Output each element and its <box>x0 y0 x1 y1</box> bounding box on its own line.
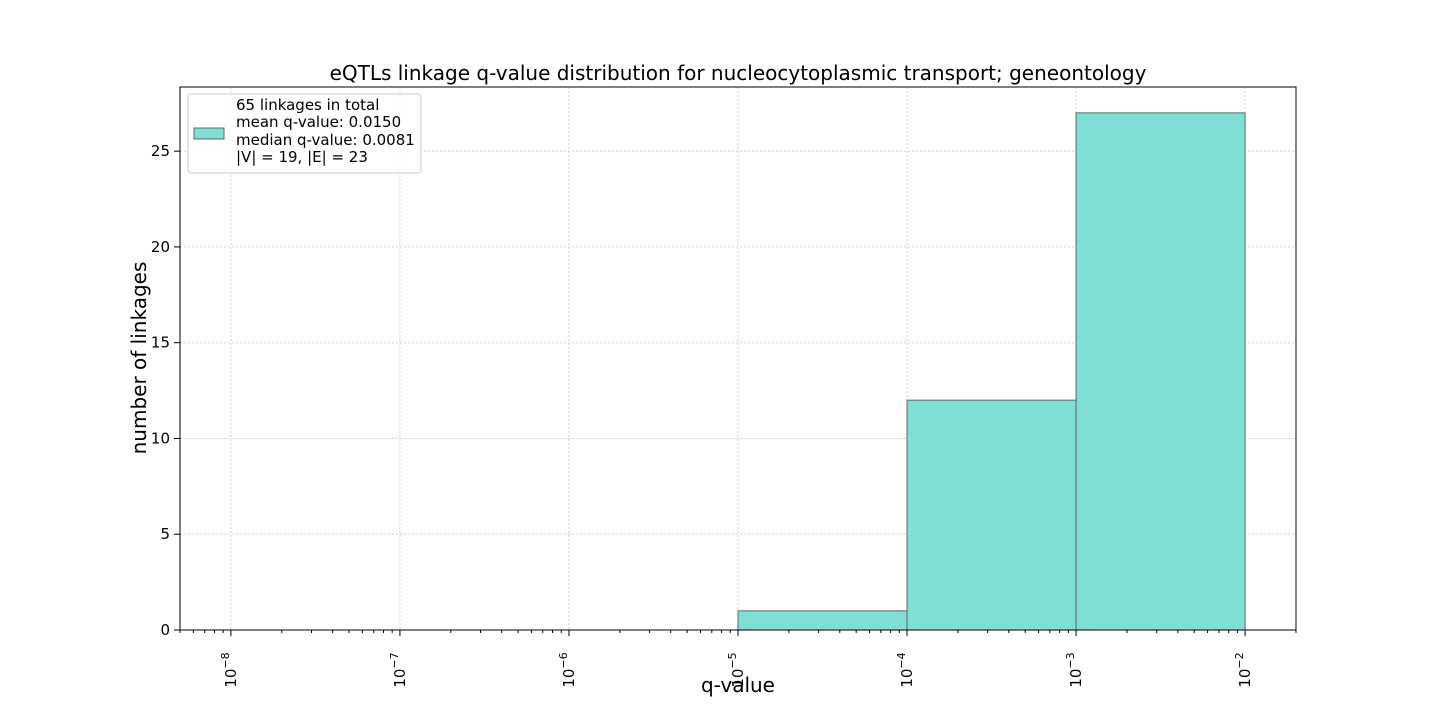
y-axis-label: number of linkages <box>127 262 151 455</box>
x-axis-label: q-value <box>701 673 775 697</box>
x-tick-label: 10−6 <box>557 652 578 687</box>
legend-line-4: |V| = 19, |E| = 23 <box>236 148 368 166</box>
x-axis-ticks: 10−8 10−7 10−6 10−5 10−4 10−3 10−2 <box>179 630 1297 688</box>
y-axis-ticks: 0 5 10 15 20 25 <box>151 142 180 639</box>
y-tick-label: 15 <box>151 334 170 352</box>
histogram-bar <box>1075 112 1246 631</box>
x-tick-label: 10−7 <box>388 652 409 687</box>
legend-line-1: 65 linkages in total <box>236 96 379 114</box>
y-tick-label: 25 <box>151 142 170 160</box>
histogram-bar <box>906 399 1077 631</box>
y-tick-label: 0 <box>160 621 170 639</box>
y-tick-label: 20 <box>151 238 170 256</box>
x-tick-label: 10−4 <box>895 652 916 687</box>
histogram-bars <box>737 112 1246 631</box>
legend: 65 linkages in total mean q-value: 0.015… <box>187 93 422 174</box>
x-tick-label: 10−8 <box>219 652 240 687</box>
histogram-bar <box>737 610 908 631</box>
x-tick-label: 10−5 <box>726 652 747 687</box>
legend-line-2: mean q-value: 0.0150 <box>236 113 401 131</box>
chart-title: eQTLs linkage q-value distribution for n… <box>330 61 1147 85</box>
legend-box <box>187 93 422 174</box>
legend-swatch <box>193 127 225 140</box>
x-tick-label: 10−3 <box>1064 652 1085 687</box>
y-tick-label: 10 <box>151 429 170 447</box>
y-tick-label: 5 <box>160 525 170 543</box>
x-tick-label: 10−2 <box>1233 652 1254 687</box>
legend-line-3: median q-value: 0.0081 <box>236 131 415 149</box>
